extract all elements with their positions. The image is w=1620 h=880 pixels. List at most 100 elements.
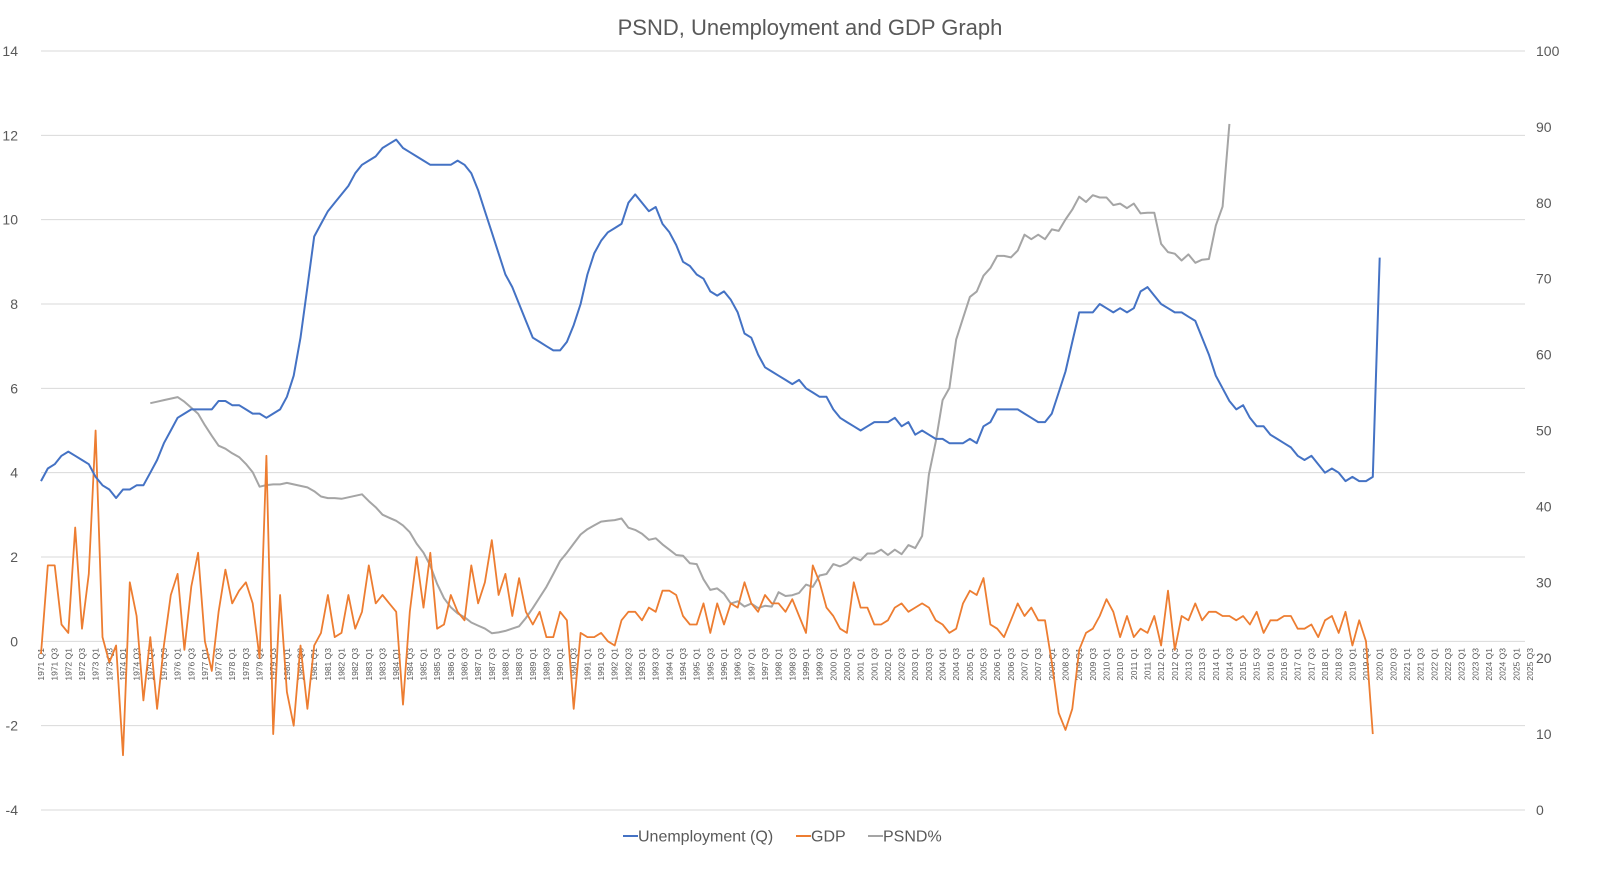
x-tick-label: 2014 Q3 xyxy=(1224,648,1234,681)
x-tick-label: 2013 Q3 xyxy=(1197,648,1207,681)
x-tick-label: 2017 Q3 xyxy=(1306,648,1316,681)
legend-label: Unemployment (Q) xyxy=(638,829,773,846)
x-tick-label: 1978 Q1 xyxy=(227,648,237,681)
x-tick-label: 1987 Q3 xyxy=(487,648,497,681)
x-tick-label: 1992 Q1 xyxy=(610,648,620,681)
x-tick-label: 1977 Q3 xyxy=(214,648,224,681)
x-tick-label: 2024 Q1 xyxy=(1484,648,1494,681)
x-tick-label: 1985 Q1 xyxy=(418,648,428,681)
x-tick-label: 2007 Q3 xyxy=(1033,648,1043,681)
x-tick-label: 1973 Q1 xyxy=(91,648,101,681)
x-tick-label: 2007 Q1 xyxy=(1020,648,1030,681)
x-tick-label: 2003 Q3 xyxy=(924,648,934,681)
left-tick-label: 2 xyxy=(10,549,18,565)
x-tick-label: 2011 Q3 xyxy=(1142,648,1152,680)
x-tick-label: 1971 Q3 xyxy=(50,648,60,681)
x-tick-label: 2015 Q1 xyxy=(1238,648,1248,681)
x-tick-label: 2016 Q3 xyxy=(1279,648,1289,681)
x-tick-label: 1994 Q1 xyxy=(664,648,674,681)
x-tick-label: 1981 Q3 xyxy=(323,648,333,681)
right-tick-label: 20 xyxy=(1536,650,1552,666)
x-tick-label: 1980 Q1 xyxy=(282,648,292,681)
x-tick-label: 2021 Q3 xyxy=(1416,648,1426,681)
x-tick-label: 1985 Q3 xyxy=(432,648,442,681)
left-tick-label: 8 xyxy=(10,296,18,312)
x-tick-label: 1995 Q3 xyxy=(705,648,715,681)
chart-title: PSND, Unemployment and GDP Graph xyxy=(618,15,1003,40)
series-line-psnd xyxy=(150,123,1231,635)
x-tick-label: 1999 Q1 xyxy=(801,648,811,681)
right-tick-label: 80 xyxy=(1536,195,1552,211)
x-tick-label: 2006 Q3 xyxy=(1006,648,1016,681)
x-tick-label: 2012 Q1 xyxy=(1156,648,1166,681)
x-tick-label: 2024 Q3 xyxy=(1498,648,1508,681)
x-tick-label: 1992 Q3 xyxy=(623,648,633,681)
x-tick-label: 1972 Q3 xyxy=(77,648,87,681)
x-tick-label: 2022 Q1 xyxy=(1429,648,1439,681)
left-tick-label: 14 xyxy=(2,43,18,59)
x-tick-label: 1999 Q3 xyxy=(815,648,825,681)
x-tick-label: 2015 Q3 xyxy=(1252,648,1262,681)
x-tick-label: 2009 Q1 xyxy=(1074,648,1084,681)
left-y-axis: -4 -2 0 2 4 6 8 10 12 14 xyxy=(2,43,18,818)
right-tick-label: 70 xyxy=(1536,271,1552,287)
x-tick-label: 2023 Q1 xyxy=(1457,648,1467,681)
x-tick-label: 1989 Q1 xyxy=(528,648,538,681)
right-tick-label: 50 xyxy=(1536,423,1552,439)
x-tick-label: 1975 Q3 xyxy=(159,648,169,681)
x-tick-label: 2020 Q1 xyxy=(1375,648,1385,681)
x-tick-label: 1983 Q1 xyxy=(364,648,374,681)
x-tick-label: 2023 Q3 xyxy=(1470,648,1480,681)
right-tick-label: 10 xyxy=(1536,726,1552,742)
x-tick-label: 1993 Q3 xyxy=(651,648,661,681)
x-tick-label: 1981 Q1 xyxy=(309,648,319,681)
x-tick-label: 1986 Q1 xyxy=(446,648,456,681)
left-tick-label: 4 xyxy=(10,465,18,481)
x-tick-label: 1984 Q3 xyxy=(405,648,415,681)
x-tick-label: 2002 Q3 xyxy=(897,648,907,681)
x-axis: 1971 Q1 1971 Q3 1972 Q1 1972 Q3 1973 Q1 1973 … xyxy=(36,648,1535,681)
x-tick-label: 2000 Q1 xyxy=(828,648,838,681)
x-tick-label: 1983 Q3 xyxy=(378,648,388,681)
x-tick-label: 1990 Q3 xyxy=(569,648,579,681)
x-tick-label: 1993 Q1 xyxy=(637,648,647,681)
x-tick-label: 1997 Q3 xyxy=(760,648,770,681)
x-tick-label: 2025 Q1 xyxy=(1511,648,1521,681)
x-tick-label: 1994 Q3 xyxy=(678,648,688,681)
x-tick-label: 1986 Q3 xyxy=(459,648,469,681)
x-tick-label: 1980 Q3 xyxy=(296,648,306,681)
x-tick-label: 2008 Q3 xyxy=(1061,648,1071,681)
x-tick-label: 1973 Q3 xyxy=(104,648,114,681)
x-tick-label: 1971 Q1 xyxy=(36,648,46,681)
x-tick-label: 2019 Q1 xyxy=(1347,648,1357,681)
x-tick-label: 2001 Q1 xyxy=(856,648,866,681)
x-tick-label: 1978 Q3 xyxy=(241,648,251,681)
legend-label: GDP xyxy=(811,829,846,846)
x-tick-label: 2014 Q1 xyxy=(1211,648,1221,681)
right-tick-label: 30 xyxy=(1536,574,1552,590)
series-lines xyxy=(40,123,1381,757)
x-tick-label: 2022 Q3 xyxy=(1443,648,1453,681)
gridlines xyxy=(41,50,1525,811)
x-tick-label: 1974 Q1 xyxy=(118,648,128,681)
x-tick-label: 2018 Q3 xyxy=(1334,648,1344,681)
legend: Unemployment (Q) GDP PSND% xyxy=(623,829,942,846)
x-tick-label: 1996 Q1 xyxy=(719,648,729,681)
x-tick-label: 1998 Q1 xyxy=(774,648,784,681)
x-tick-label: 1988 Q3 xyxy=(514,648,524,681)
x-tick-label: 2013 Q1 xyxy=(1183,648,1193,681)
left-tick-label: 0 xyxy=(10,633,18,649)
right-y-axis: 0 10 20 30 40 50 60 70 80 90 100 xyxy=(1536,43,1560,818)
left-tick-label: 12 xyxy=(2,127,18,143)
x-tick-label: 1991 Q1 xyxy=(582,648,592,681)
x-tick-label: 2017 Q1 xyxy=(1293,648,1303,681)
left-tick-label: -2 xyxy=(6,718,19,734)
legend-label: PSND% xyxy=(883,829,942,846)
x-tick-label: 2011 Q1 xyxy=(1129,648,1139,680)
x-tick-label: 1991 Q3 xyxy=(596,648,606,681)
x-tick-label: 2006 Q1 xyxy=(992,648,1002,681)
right-tick-label: 0 xyxy=(1536,802,1544,818)
x-tick-label: 1982 Q3 xyxy=(350,648,360,681)
